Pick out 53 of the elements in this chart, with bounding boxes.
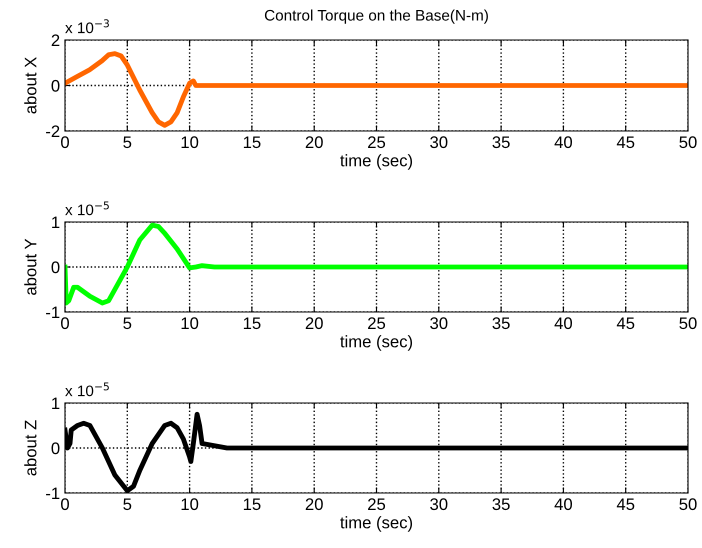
x-axis-title: time (sec) (340, 335, 412, 351)
x-tick-label: 30 (430, 136, 448, 148)
y-axis-title: about Z (24, 420, 36, 476)
chart-title: Control Torque on the Base(N-m) (264, 9, 488, 24)
x-tick-label: 30 (430, 317, 448, 330)
x-tick-label: 20 (306, 498, 323, 510)
y-axis-title: about X (24, 57, 36, 114)
x-tick-label: 0 (61, 317, 69, 330)
y-tick-label: 1 (52, 398, 60, 410)
text: x 10$^{−5}$ (65, 201, 109, 216)
x-axis-title: time (sec) (340, 516, 412, 532)
x-tick-label: 10 (182, 498, 198, 510)
x-tick-label: 5 (123, 498, 132, 510)
x-tick-label: 10 (182, 136, 198, 148)
x-tick-label: 0 (61, 498, 69, 510)
x-tick-label: 45 (616, 498, 634, 510)
y-tick-label: -1 (46, 488, 60, 500)
x-tick-label: 20 (306, 136, 323, 148)
line-series (65, 51, 688, 128)
x-tick-label: 50 (679, 136, 697, 148)
x-tick-label: 40 (554, 136, 572, 148)
x-tick-label: 35 (492, 498, 510, 510)
x-tick-label: 35 (492, 136, 510, 148)
x-tick-label: 30 (430, 498, 448, 510)
x-tick-label: 25 (368, 498, 386, 510)
x-tick-label: 0 (61, 136, 69, 148)
y-tick-label: -1 (46, 306, 60, 318)
x-tick-label: 45 (616, 136, 634, 148)
x-tick-label: 50 (679, 317, 697, 330)
x-axis-title: time (sec) (340, 154, 412, 170)
x-tick-label: 40 (554, 317, 572, 330)
text: x 10$^{−3}$ (65, 19, 109, 34)
y-tick-label: 0 (52, 80, 60, 92)
x-tick-label: 35 (492, 317, 510, 330)
x-tick-label: 15 (244, 136, 260, 148)
x-tick-label: 15 (244, 317, 260, 330)
x-tick-label: 40 (554, 498, 572, 510)
x-tick-label: 5 (123, 317, 132, 330)
x-tick-label: 25 (368, 317, 386, 330)
x-tick-label: 5 (123, 136, 132, 148)
x-tick-label: 45 (616, 317, 634, 330)
x-tick-label: 10 (182, 317, 198, 330)
x-tick-label: 20 (306, 317, 323, 330)
x-tick-label: 50 (679, 498, 697, 510)
y-tick-label: 2 (52, 34, 60, 46)
y-tick-label: 0 (52, 261, 60, 274)
y-tick-label: -2 (46, 125, 60, 138)
x-tick-label: 25 (368, 136, 386, 148)
y-axis-title: about Y (24, 238, 36, 295)
text: x 10$^{−5}$ (65, 382, 109, 396)
y-tick-label: 1 (52, 216, 60, 228)
x-tick-label: 15 (244, 498, 260, 510)
y-tick-label: 0 (52, 442, 60, 454)
